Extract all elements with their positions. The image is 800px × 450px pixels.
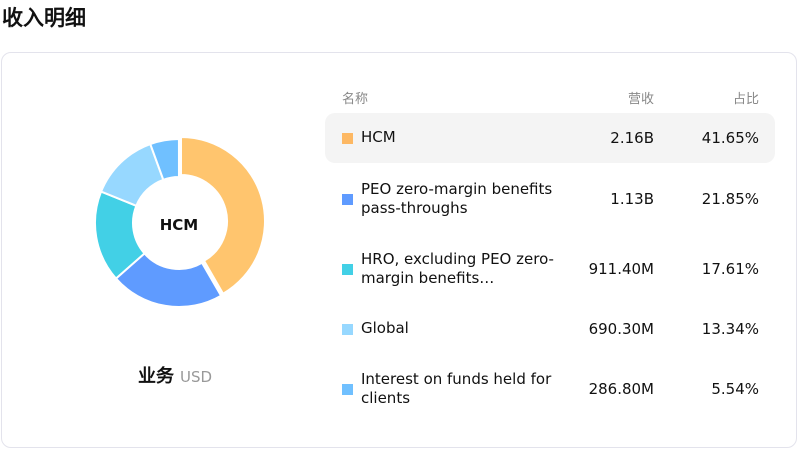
legend-row[interactable]: PEO zero-margin benefits pass-throughs 1… xyxy=(325,174,775,224)
item-name: Global xyxy=(361,319,409,337)
header-percent: 占比 xyxy=(732,92,759,107)
donut-slice[interactable] xyxy=(180,135,266,296)
legend-swatch xyxy=(342,384,353,395)
chart-caption: 业务 USD xyxy=(80,362,270,388)
item-name: HCM xyxy=(361,128,396,146)
item-percent: 5.54% xyxy=(711,380,759,398)
legend-swatch xyxy=(342,194,353,205)
item-percent: 13.34% xyxy=(701,320,759,338)
item-percent: 41.65% xyxy=(701,129,759,147)
page-title: 收入明细 xyxy=(2,6,86,30)
legend-row[interactable]: Interest on funds held for clients 286.8… xyxy=(325,364,775,414)
item-value: 911.40M xyxy=(588,260,654,278)
item-value: 690.30M xyxy=(588,320,654,338)
item-name: PEO zero-margin benefits pass-throughs xyxy=(361,180,553,217)
caption-label: 业务 xyxy=(137,366,174,387)
item-value: 286.80M xyxy=(588,380,654,398)
header-revenue: 营收 xyxy=(627,92,654,107)
donut-center-label: HCM xyxy=(159,216,199,234)
legend-swatch xyxy=(342,264,353,275)
legend-row[interactable]: HCM 2.16B 41.65% xyxy=(325,113,775,163)
item-name: Interest on funds held for clients xyxy=(361,370,552,407)
legend-swatch xyxy=(342,133,353,144)
item-percent: 21.85% xyxy=(701,190,759,208)
revenue-card xyxy=(1,52,797,448)
header-name: 名称 xyxy=(342,92,369,107)
item-percent: 17.61% xyxy=(701,260,759,278)
legend-row[interactable]: HRO, excluding PEO zero-margin benefits…… xyxy=(325,244,775,294)
item-value: 2.16B xyxy=(610,129,654,147)
unit-label: USD xyxy=(179,368,213,386)
legend-row[interactable]: Global 690.30M 13.34% xyxy=(325,304,775,354)
item-name: HRO, excluding PEO zero-margin benefits… xyxy=(361,250,554,287)
legend-swatch xyxy=(342,324,353,335)
donut-slice[interactable] xyxy=(149,137,180,182)
item-value: 1.13B xyxy=(610,190,654,208)
